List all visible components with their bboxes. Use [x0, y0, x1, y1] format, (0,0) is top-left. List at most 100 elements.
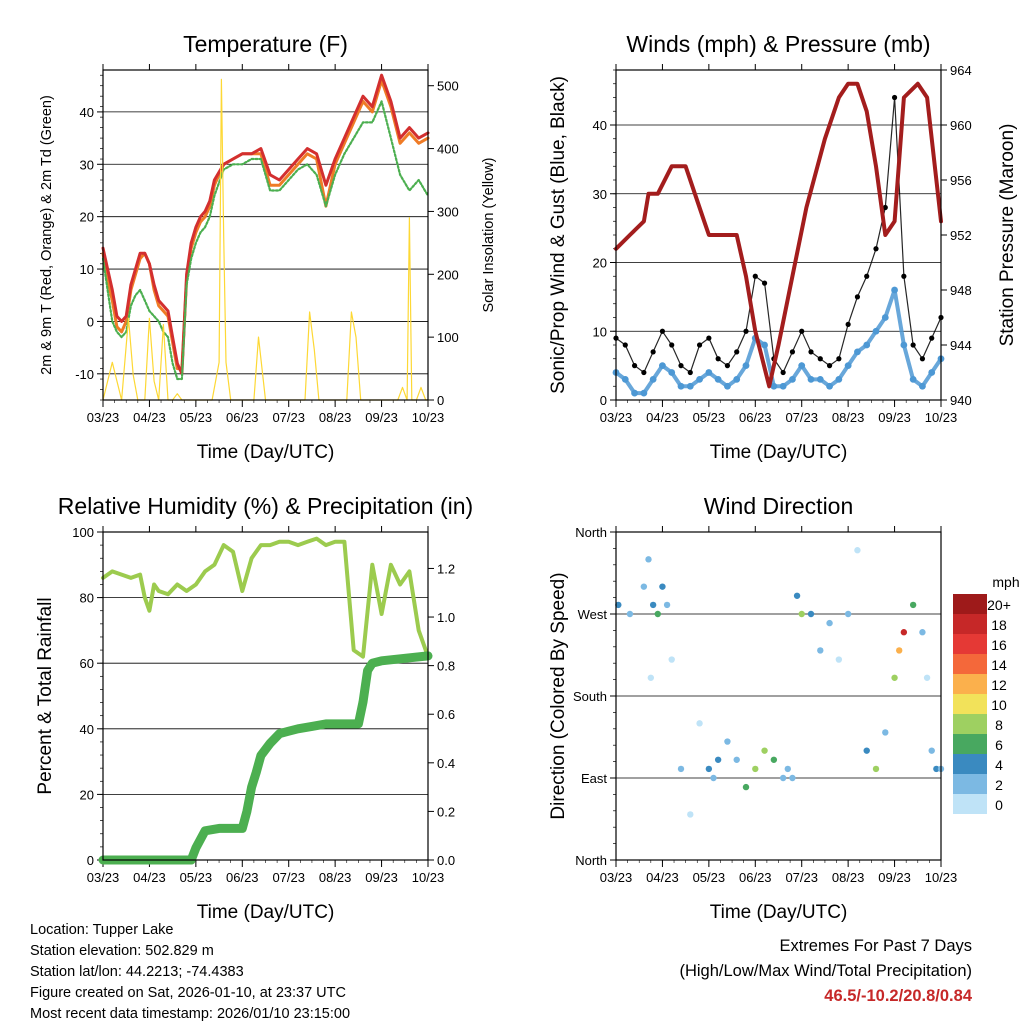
speed-legend-swatch: [953, 714, 987, 734]
recent-text: Most recent data timestamp: 2026/01/10 2…: [30, 1006, 351, 1022]
wind_direction-direction-point: [909, 601, 917, 609]
wind_direction-direction-point: [798, 610, 805, 618]
temperature-y2tick-label: 0: [437, 393, 444, 408]
speed-legend-label: 4: [995, 757, 1003, 773]
speed-legend-swatch: [953, 754, 987, 774]
winds-ytick-label: 10: [593, 324, 607, 339]
speed-legend-swatch: [953, 594, 987, 614]
humidity_precip-title: Relative Humidity (%) & Precipitation (i…: [58, 493, 473, 519]
wind_direction-direction-point: [654, 610, 661, 618]
wind_direction-direction-point: [663, 601, 671, 609]
temperature-ytick-label: 20: [80, 210, 94, 225]
latlon-text: Station lat/lon: 44.2213; -74.4383: [30, 964, 244, 980]
winds-xtick-label: 04/23: [646, 410, 679, 425]
wind_direction-direction-point: [817, 647, 824, 654]
humidity_precip-xtick-label: 04/23: [133, 870, 166, 885]
winds-ytick-label: 0: [600, 393, 607, 408]
wind_direction-direction-point: [933, 765, 940, 773]
temperature-xtick-label: 10/23: [412, 410, 445, 425]
wind_direction-direction-point: [752, 765, 759, 773]
speed-legend-label: 2: [995, 777, 1003, 793]
winds-y2tick-label: 940: [950, 393, 972, 408]
winds-ylabel: Sonic/Prop Wind & Gust (Blue, Black): [548, 76, 569, 394]
humidity_precip-frame: [102, 531, 429, 861]
humidity_precip-total-precipitation-line: [98, 651, 433, 865]
extremes-panel: Extremes For Past 7 Days (High/Low/Max W…: [679, 934, 972, 1009]
winds-y2tick-label: 948: [950, 283, 972, 298]
wind_direction-direction-point: [649, 601, 657, 609]
winds-y2tick-label: 944: [950, 338, 972, 353]
temperature-ytick-label: 10: [80, 262, 94, 277]
humidity_precip-ytick-label: 100: [72, 525, 94, 540]
wind_direction-direction-point: [742, 783, 750, 791]
winds-ytick-label: 40: [593, 118, 607, 133]
winds-xtick-label: 08/23: [832, 410, 865, 425]
wind_direction-direction-point: [854, 547, 861, 554]
temperature-y2label: Solar Insolation (Yellow): [481, 157, 497, 312]
wind_direction-direction-point: [645, 556, 652, 563]
speed-legend-label: 20+: [987, 597, 1011, 613]
wind_direction-ytick-label: West: [578, 607, 608, 622]
wind_direction-direction-point: [626, 610, 634, 618]
temperature-title: Temperature (F): [183, 31, 348, 57]
speed-legend-label: 12: [991, 677, 1007, 693]
wind_direction-direction-point: [882, 729, 889, 736]
wind_direction-xtick-label: 10/23: [925, 870, 958, 885]
temperature-solar-insolation-line: [102, 78, 429, 401]
winds-xlabel: Time (Day/UTC): [710, 442, 848, 463]
humidity_precip-xtick-label: 10/23: [412, 870, 445, 885]
temperature-ytick-label: 0: [87, 314, 94, 329]
winds-ytick-label: 20: [593, 256, 607, 271]
winds-frame: [615, 69, 942, 401]
extremes-subtitle: (High/Low/Max Wind/Total Precipitation): [679, 962, 972, 980]
humidity_precip-ylabel: Percent & Total Rainfall: [35, 597, 56, 794]
temperature-xtick-label: 08/23: [319, 410, 352, 425]
winds-title: Winds (mph) & Pressure (mb): [626, 31, 930, 57]
wind_direction-direction-point: [677, 765, 685, 773]
humidity_precip-xtick-label: 08/23: [319, 870, 352, 885]
speed-legend-swatch: [953, 674, 987, 694]
created-text: Figure created on Sat, 2026-01-10, at 23…: [30, 985, 346, 1001]
winds-station-pressure-line: [614, 81, 943, 389]
humidity_precip-y2tick-label: 0.2: [437, 804, 455, 819]
winds-xtick-label: 05/23: [693, 410, 726, 425]
speed-legend-swatch: [953, 614, 987, 634]
humidity_precip-ytick-label: 80: [80, 591, 94, 606]
extremes-values: 46.5/-10.2/20.8/0.84: [824, 987, 972, 1005]
speed-legend-swatch: [953, 794, 987, 814]
wind_direction-direction-point: [696, 720, 703, 727]
temperature-ytick-label: 40: [80, 105, 94, 120]
temperature-ytick-label: -10: [75, 367, 94, 382]
speed-legend-label: 10: [991, 697, 1007, 713]
winds-xtick-label: 09/23: [878, 410, 911, 425]
temperature-y2tick-label: 300: [437, 204, 459, 219]
speed-legend-label: 16: [991, 637, 1007, 653]
extremes-title: Extremes For Past 7 Days: [779, 937, 972, 955]
speed-legend-label: 14: [991, 657, 1007, 673]
humidity_precip-xtick-label: 09/23: [365, 870, 398, 885]
speed-legend-title: mph: [992, 574, 1019, 590]
wind_direction-direction-point: [826, 619, 833, 627]
wind_direction-direction-point: [919, 629, 926, 636]
wind_direction-direction-point: [923, 674, 931, 681]
wind_direction-direction-point: [784, 765, 791, 773]
winds-y2tick-label: 956: [950, 173, 972, 188]
wind_direction-xtick-label: 05/23: [693, 870, 726, 885]
speed-legend-label: 6: [995, 737, 1003, 753]
temperature-xtick-label: 06/23: [226, 410, 259, 425]
humidity_precip-y2tick-label: 1.0: [437, 610, 455, 625]
winds-xtick-label: 06/23: [739, 410, 772, 425]
winds-y2tick-label: 960: [950, 118, 972, 133]
winds-wind-line: [614, 289, 943, 396]
humidity_precip-xtick-label: 05/23: [180, 870, 213, 885]
humidity_precip-relative-humidity-line: [101, 536, 430, 659]
speed-legend-label: 18: [991, 617, 1007, 633]
humidity_precip-xlabel: Time (Day/UTC): [197, 902, 335, 923]
wind_direction-direction-point: [779, 774, 787, 782]
wind_direction-ylabel: Direction (Colored By Speed): [548, 572, 569, 819]
speed-legend-swatch: [953, 774, 987, 794]
wind_direction-direction-point: [687, 811, 694, 818]
temperature-y2tick-label: 500: [437, 79, 459, 94]
humidity_precip-xtick-label: 06/23: [226, 870, 259, 885]
wind_direction-xtick-label: 08/23: [832, 870, 865, 885]
